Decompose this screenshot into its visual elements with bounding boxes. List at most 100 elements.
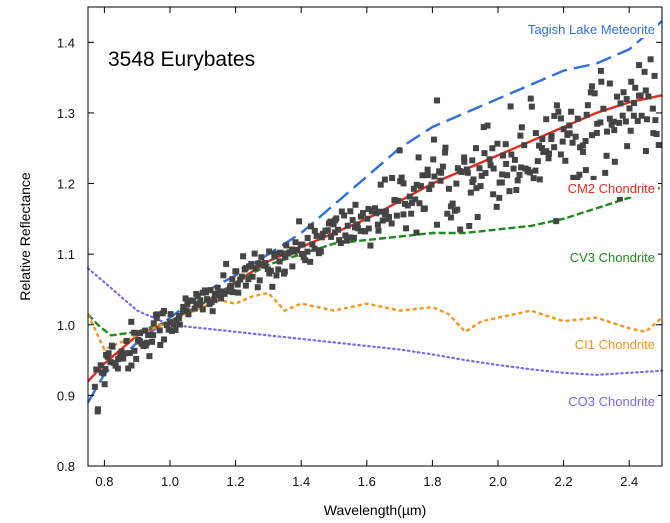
data-point <box>518 164 525 171</box>
data-point <box>150 320 157 327</box>
data-point <box>395 197 402 204</box>
data-point <box>454 206 461 213</box>
data-point <box>513 187 520 194</box>
data-point <box>220 272 227 279</box>
data-point <box>508 151 515 158</box>
data-point <box>214 284 221 291</box>
data-point <box>574 175 581 182</box>
data-point <box>539 136 546 143</box>
axes: 0.8 1.0 1.2 1.4 1.6 1.8 2.0 2.2 2.4 0.8 0.9 1.0 1.1 1… <box>57 7 662 489</box>
y-axis-label: Relative Reflectance <box>17 172 33 301</box>
data-point <box>156 327 163 334</box>
data-point <box>202 289 209 296</box>
data-point <box>548 133 555 140</box>
data-point <box>311 227 318 234</box>
data-point <box>349 217 356 224</box>
data-point <box>330 221 337 228</box>
data-point <box>602 169 609 176</box>
data-point <box>388 220 395 227</box>
data-point <box>346 234 353 241</box>
data-point <box>532 130 539 137</box>
data-point <box>104 353 111 360</box>
data-point <box>428 181 435 188</box>
data-point <box>267 267 274 274</box>
data-point <box>434 221 441 228</box>
data-point <box>347 208 354 215</box>
data-point <box>487 162 494 169</box>
data-point <box>597 119 604 126</box>
data-point <box>364 215 371 222</box>
series-line <box>86 20 663 404</box>
data-point <box>128 362 135 369</box>
data-point <box>93 366 100 373</box>
data-point <box>453 180 460 187</box>
data-point <box>416 200 423 207</box>
data-point <box>343 237 350 244</box>
data-point <box>493 203 500 210</box>
data-point <box>163 321 170 328</box>
data-point <box>228 282 235 289</box>
data-point <box>233 268 240 275</box>
data-point <box>626 105 633 112</box>
data-point <box>620 89 627 96</box>
data-point <box>499 171 506 178</box>
series-label: CV3 Chondrite <box>570 250 655 265</box>
data-point <box>183 307 190 314</box>
data-point <box>606 80 613 87</box>
data-point <box>511 156 518 163</box>
data-point <box>109 343 116 350</box>
data-point <box>105 350 112 357</box>
data-point <box>553 218 560 225</box>
data-point <box>507 103 514 110</box>
data-point <box>470 176 477 183</box>
data-point <box>229 289 236 296</box>
data-point <box>439 163 446 170</box>
x-tick-label: 2.0 <box>489 474 507 489</box>
data-point <box>197 297 204 304</box>
data-point <box>490 191 497 198</box>
data-point <box>576 171 583 178</box>
data-point <box>583 111 590 118</box>
data-point <box>176 312 183 319</box>
data-point <box>251 250 258 257</box>
data-point <box>557 151 564 158</box>
data-point <box>548 136 555 143</box>
data-point <box>458 168 465 175</box>
data-point <box>636 62 643 69</box>
data-point <box>298 250 305 257</box>
data-point <box>238 273 245 280</box>
chart-title: 3548 Eurybates <box>108 48 255 71</box>
data-point <box>249 273 256 280</box>
data-point <box>375 227 382 234</box>
data-point <box>419 172 426 179</box>
data-point <box>632 84 639 91</box>
data-point <box>614 93 621 100</box>
data-point <box>510 165 517 172</box>
data-point <box>275 266 282 273</box>
data-point <box>532 167 539 174</box>
data-point <box>342 232 349 239</box>
data-point <box>350 234 357 241</box>
data-point <box>538 145 545 152</box>
series-label-bg <box>524 21 658 38</box>
data-point <box>150 332 157 339</box>
series-labels: Tagish Lake Meteorite CM2 Chondrite CV3 Ch… <box>524 21 658 410</box>
data-point <box>473 145 480 152</box>
series-label: CM2 Chondrite <box>568 181 655 196</box>
data-point <box>484 122 491 129</box>
data-point <box>397 178 404 185</box>
series-label-bg <box>571 336 658 353</box>
data-point <box>652 117 659 124</box>
data-point <box>489 145 496 152</box>
data-point <box>377 208 384 215</box>
data-point <box>255 260 262 267</box>
data-point <box>357 227 364 234</box>
data-point <box>179 307 186 314</box>
data-point <box>223 260 230 267</box>
data-point <box>408 210 415 217</box>
data-point <box>154 311 161 318</box>
data-point <box>551 144 558 151</box>
series-label-bg <box>566 249 658 266</box>
data-point <box>145 331 152 338</box>
data-point <box>354 221 361 228</box>
